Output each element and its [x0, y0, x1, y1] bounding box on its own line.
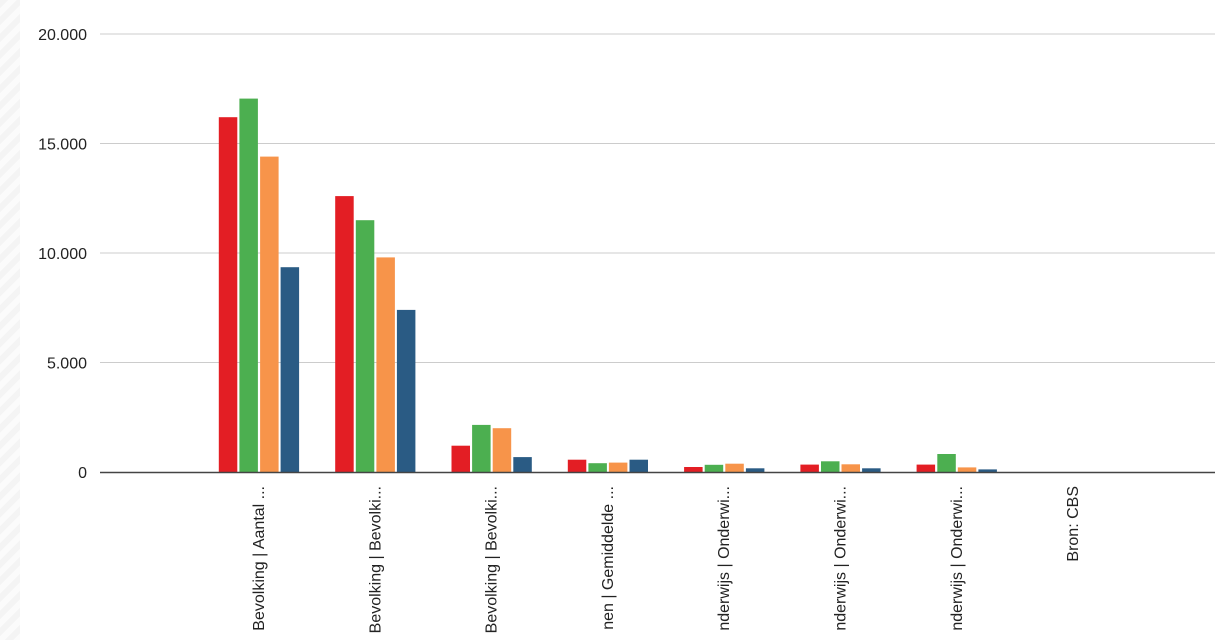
bar[interactable]: [841, 464, 861, 472]
bar[interactable]: [629, 459, 649, 472]
bar[interactable]: [588, 463, 607, 472]
bar[interactable]: [567, 459, 587, 472]
bar[interactable]: [260, 156, 279, 472]
x-category-label: Bevolking | Bevolki...: [367, 486, 384, 633]
x-category-label: Bevolking | Aantal ...: [251, 486, 268, 631]
bar[interactable]: [513, 457, 532, 472]
bar[interactable]: [916, 464, 936, 472]
x-category-label: nen | Gemiddelde ...: [600, 486, 617, 630]
bar[interactable]: [957, 467, 977, 472]
bar[interactable]: [862, 468, 881, 472]
bar[interactable]: [376, 257, 395, 472]
x-axis: Bevolking | Aantal ... Bevolking | Bevolk…: [100, 471, 1215, 633]
y-tick-label: 20.000: [38, 27, 87, 44]
bar[interactable]: [218, 117, 238, 472]
bar[interactable]: [978, 469, 997, 472]
bar[interactable]: [684, 467, 703, 472]
y-tick-label: 15.000: [38, 137, 87, 154]
x-category-label: Bevolking | Bevolki...: [484, 486, 501, 633]
x-category-label: nderwijs | Onderwi...: [833, 486, 850, 631]
bar[interactable]: [335, 196, 354, 472]
bar[interactable]: [608, 462, 628, 472]
x-category-label: Bron: CBS: [1065, 486, 1082, 562]
y-tick-label: 0: [78, 465, 87, 482]
x-category-label: nderwijs | Onderwi...: [716, 486, 733, 631]
bar[interactable]: [472, 424, 491, 472]
bar[interactable]: [725, 463, 744, 472]
y-axis: 0 5.000 10.000 15.000 20.000: [38, 27, 87, 482]
bar[interactable]: [280, 267, 300, 472]
bar[interactable]: [937, 454, 956, 472]
bar[interactable]: [355, 220, 375, 472]
bar[interactable]: [396, 309, 416, 472]
y-tick-label: 10.000: [38, 246, 87, 263]
bar[interactable]: [745, 468, 765, 472]
bar[interactable]: [451, 445, 471, 472]
bar[interactable]: [821, 461, 840, 472]
bar[interactable]: [239, 98, 258, 472]
bar[interactable]: [492, 428, 512, 472]
bars: [218, 98, 997, 472]
bar[interactable]: [704, 464, 724, 472]
bar[interactable]: [800, 464, 819, 472]
decorative-stripe: [0, 0, 20, 640]
y-tick-label: 5.000: [47, 356, 87, 373]
x-category-label: nderwijs | Onderwi...: [949, 486, 966, 631]
